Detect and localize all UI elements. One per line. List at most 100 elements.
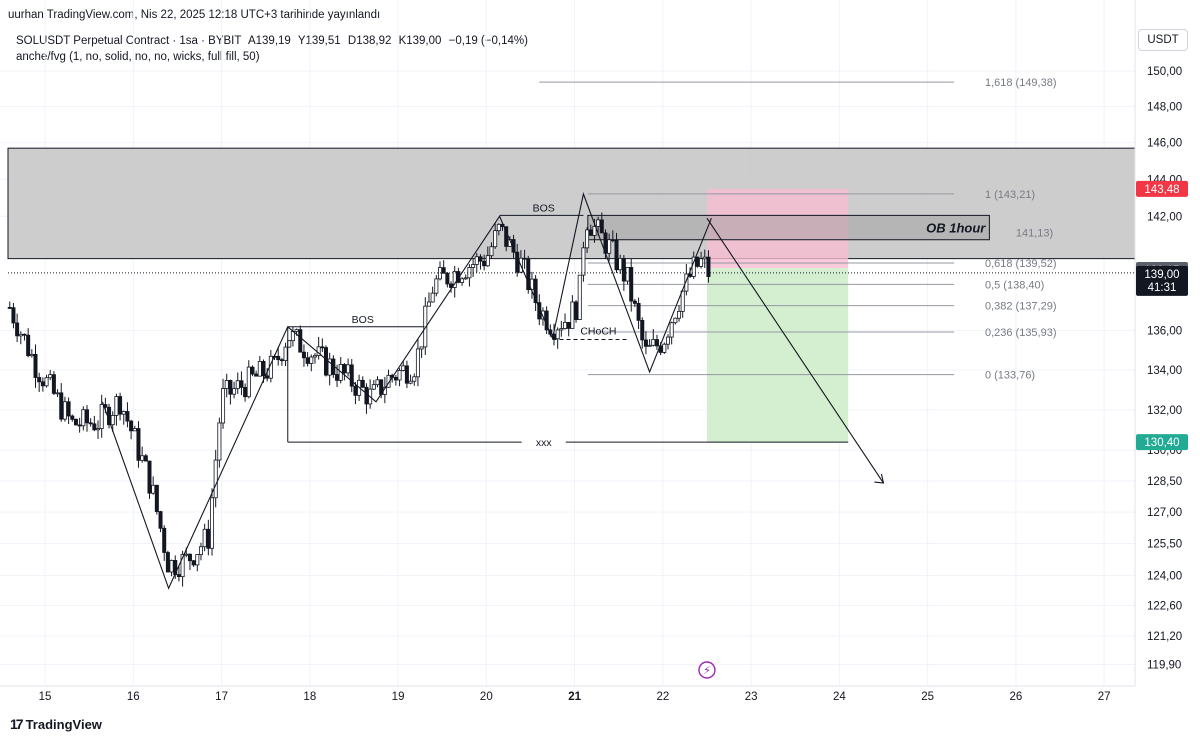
candle [198, 546, 203, 555]
candle [651, 339, 656, 346]
fib-label: 0,382 (137,29) [985, 301, 1057, 313]
candle [489, 246, 494, 257]
candle [445, 272, 450, 285]
candle [184, 553, 189, 556]
currency-button[interactable]: USDT [1138, 29, 1188, 51]
candle [577, 274, 582, 320]
time-tick: 19 [392, 691, 405, 703]
candle [324, 347, 329, 376]
candle [449, 283, 454, 288]
candle [114, 396, 119, 416]
ohlc-low: D138,92 [347, 35, 392, 47]
tradingview-logo[interactable]: 17 TradingView [10, 716, 102, 732]
candle [629, 267, 634, 302]
candle [636, 302, 641, 321]
candle [44, 377, 49, 387]
price-tick: 142,00 [1147, 211, 1182, 223]
fib-label: 0 (133,76) [985, 370, 1035, 382]
candle [132, 428, 137, 432]
candle [371, 384, 376, 390]
candle [570, 301, 575, 329]
tradingview-logo-icon: 17 [10, 716, 24, 732]
countdown-badge: 41:31 [1148, 282, 1177, 294]
candle [478, 256, 483, 262]
candle [294, 329, 299, 332]
candle [261, 361, 266, 377]
candle [169, 560, 174, 573]
candle [596, 219, 601, 227]
candle [143, 455, 148, 462]
candle [566, 321, 571, 329]
candle [147, 460, 152, 494]
candle [585, 229, 590, 249]
order-block-zone [7, 147, 1136, 260]
candle [243, 387, 248, 398]
candle [33, 353, 38, 378]
candle [349, 364, 354, 387]
candle [176, 574, 181, 578]
candle [592, 225, 597, 236]
candle [581, 247, 586, 276]
time-tick: 25 [921, 691, 934, 703]
candle [110, 415, 115, 426]
ohlc-open: A139,19 [247, 35, 291, 47]
time-tick: 16 [127, 691, 140, 703]
time-tick: 23 [745, 691, 758, 703]
fib-label: 1 (143,21) [985, 189, 1035, 201]
candle [276, 355, 281, 361]
candle [346, 364, 351, 374]
candle [393, 377, 398, 381]
candle [151, 484, 156, 494]
candle [162, 527, 167, 553]
candle [665, 336, 670, 345]
candle [460, 278, 465, 283]
candle [456, 271, 461, 283]
candle [206, 528, 211, 549]
candle [92, 423, 97, 431]
last-price-badge-bg [1136, 265, 1188, 296]
fib-label: 1,618 (149,38) [985, 77, 1057, 89]
candle [419, 346, 424, 350]
candle [217, 422, 222, 461]
ohlc-close: K139,00 [398, 35, 442, 47]
indicator-legend[interactable]: anche/fvg (1, no, solid, no, no, wicks, … [16, 51, 260, 63]
candle [232, 388, 237, 395]
publish-info: uurhan TradingView.com, Nis 22, 2025 12:… [8, 9, 381, 21]
candle [452, 271, 457, 288]
candle [563, 321, 568, 329]
candle [15, 322, 20, 337]
candle [40, 381, 45, 387]
candle [677, 310, 682, 319]
candle [397, 370, 402, 381]
stop-zone [706, 188, 849, 269]
symbol-name[interactable]: SOLUSDT Perpetual Contract · 1sa · BYBIT [16, 35, 242, 47]
candle [625, 267, 630, 282]
candle [360, 379, 365, 388]
candle [401, 365, 406, 371]
fib-label: 0,236 (135,93) [985, 327, 1057, 339]
candle [522, 257, 527, 260]
candle [224, 380, 229, 389]
candle [279, 359, 284, 362]
candle [375, 379, 380, 386]
candle [426, 301, 431, 307]
price-tick: 148,00 [1147, 102, 1182, 114]
last-price-badge: 139,00 [1144, 269, 1179, 281]
price-tick: 136,00 [1147, 326, 1182, 338]
target-price-badge-bg [1136, 434, 1188, 451]
grid-lines [0, 0, 1135, 686]
candle [430, 292, 435, 303]
candle [415, 348, 420, 378]
candle [493, 230, 498, 248]
candle [485, 255, 490, 267]
candle [235, 380, 240, 390]
candle [706, 256, 711, 277]
time-tick: 20 [480, 691, 493, 703]
fib-label: 0,618 (139,52) [985, 258, 1057, 270]
axes: 150,00148,00146,00144,00142,00136,00134,… [0, 0, 1182, 703]
candle [607, 239, 612, 254]
price-tick: 121,20 [1147, 631, 1182, 643]
candle [482, 260, 487, 267]
